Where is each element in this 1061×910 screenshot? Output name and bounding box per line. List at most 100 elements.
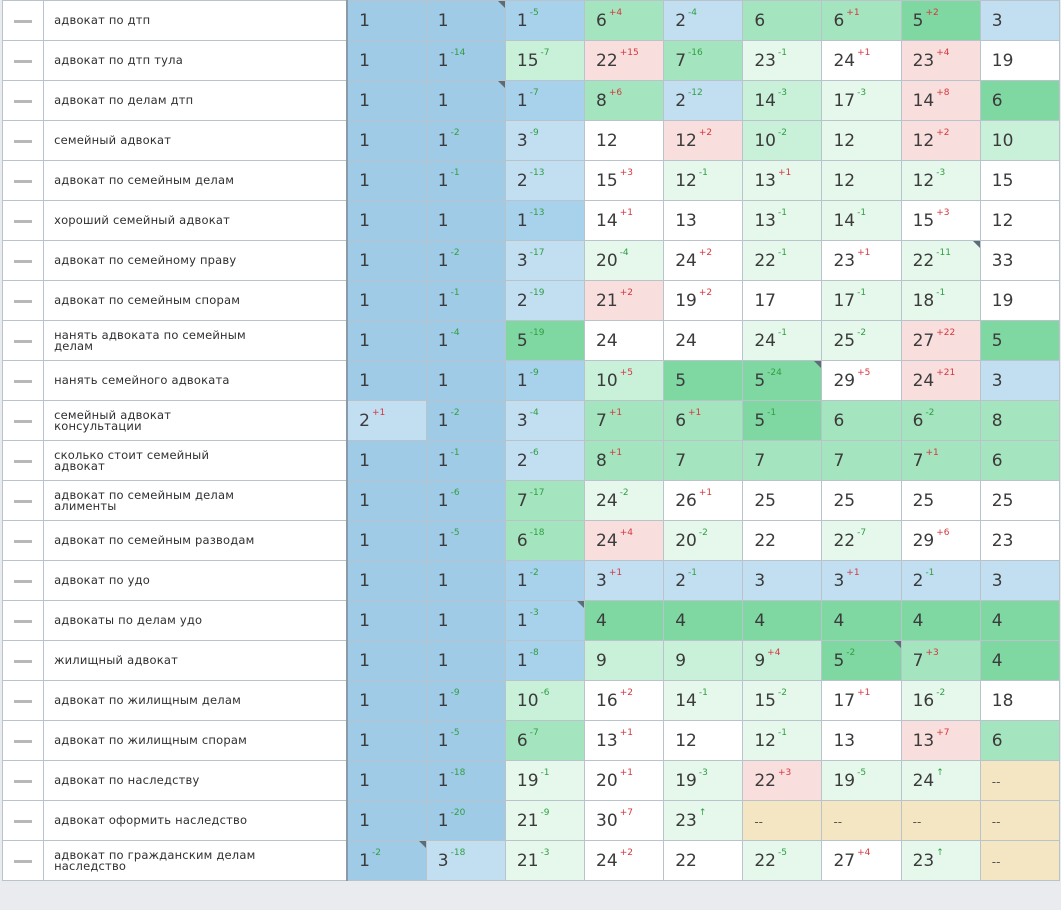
position-cell: 22 (742, 520, 823, 561)
position-change: +1 (688, 407, 702, 418)
position-change: +1 (371, 407, 386, 418)
position-cell: 3 -18 (425, 840, 506, 881)
row-handle[interactable] (1, 360, 45, 401)
position-change: -3 (777, 87, 787, 98)
position-value: 3 (754, 570, 766, 591)
table-row: адвокат по семейным делам 1 1 -1 2 -13 15 +3 12-… (1, 160, 1061, 201)
keyword-cell: адвокат оформить наследство (43, 800, 349, 841)
position-change: +1 (619, 207, 633, 218)
dash-icon (14, 500, 33, 503)
position-cell: 1 -4 (425, 320, 506, 361)
position-cell: 5 -1 (742, 400, 823, 441)
position-value: 3 (437, 850, 449, 871)
position-change: +1 (619, 767, 633, 778)
dash-icon (14, 780, 33, 783)
position-cell: 7 +1 (584, 400, 665, 441)
position-value: 10 (754, 130, 776, 151)
position-cell: 1 (346, 680, 427, 721)
position-cell: 2 -6 (504, 440, 586, 481)
position-change: -9 (540, 807, 550, 818)
position-value: 4 (912, 610, 924, 631)
position-value: 7 (596, 410, 607, 431)
position-cell: 1 (346, 360, 427, 401)
row-handle[interactable] (1, 40, 45, 81)
position-change: +5 (857, 367, 871, 378)
row-handle[interactable] (1, 720, 45, 761)
row-handle[interactable] (1, 280, 45, 321)
table-row: адвокат по семейным разводам 1 1 -5 6 -18 24 +4… (1, 520, 1061, 561)
dash-icon (14, 460, 33, 463)
table-row: адвокат по семейному праву 1 1 -2 3 -17 20 -4 24… (1, 240, 1061, 281)
row-handle[interactable] (1, 640, 45, 681)
position-value: 22 (754, 850, 776, 871)
position-value: 2 (516, 450, 528, 471)
position-value: 4 (754, 610, 766, 631)
keyword-cell: семейный адвокат (43, 120, 349, 161)
row-handle[interactable] (1, 840, 45, 881)
position-cell: 1 (425, 80, 506, 121)
keyword-cell: адвокат по гражданским делам наследство (43, 840, 349, 881)
position-change: -18 (450, 847, 466, 858)
position-cell: 15 (979, 160, 1061, 201)
position-change: +3 (936, 207, 950, 218)
row-handle[interactable] (1, 760, 45, 801)
position-cell: 24 -1 (742, 320, 823, 361)
position-cell: 1 -2 (346, 840, 427, 881)
position-value: 14 (912, 90, 935, 111)
dash-icon (14, 20, 33, 23)
position-value: 24 (833, 50, 856, 71)
position-cell: 14 -1 (663, 680, 744, 721)
row-handle[interactable] (1, 0, 45, 41)
row-handle[interactable] (1, 520, 45, 561)
position-cell: 23 (979, 520, 1061, 561)
table-row: адвокат по жилищным спорам 1 1 -5 6 -7 13 +1 12 1… (1, 720, 1061, 761)
position-value: 27 (912, 330, 935, 351)
row-handle[interactable] (1, 240, 45, 281)
position-value: 4 (991, 650, 1003, 671)
position-value: -- (754, 814, 763, 829)
position-value: 13 (912, 730, 935, 751)
row-handle[interactable] (1, 200, 45, 241)
row-handle[interactable] (1, 160, 45, 201)
position-value: 6 (991, 450, 1003, 471)
position-change: -6 (450, 487, 460, 498)
position-value: -- (991, 774, 1001, 789)
position-value: 1 (437, 450, 449, 471)
position-cell: 26 +1 (663, 480, 744, 521)
row-handle[interactable] (1, 480, 45, 521)
position-value: 12 (675, 130, 697, 151)
position-value: 12 (596, 130, 618, 151)
position-cell: 1 (346, 640, 427, 681)
position-value: 5 (516, 330, 528, 351)
position-cell: 21 -3 (504, 840, 586, 881)
row-handle[interactable] (1, 120, 45, 161)
position-cell: 24 ↑ (900, 760, 981, 801)
position-change: -16 (688, 47, 703, 58)
keyword-cell: адвокат по дтп тула (43, 40, 349, 81)
position-cell: 6 (821, 400, 902, 441)
position-value: 18 (912, 290, 935, 311)
keyword-cell: адвокат по семейным делам (43, 160, 349, 201)
position-value: 23 (833, 250, 856, 271)
row-handle[interactable] (1, 560, 45, 601)
row-handle[interactable] (1, 400, 45, 441)
row-handle[interactable] (1, 80, 45, 121)
row-handle[interactable] (1, 680, 45, 721)
position-change: +8 (936, 87, 950, 98)
position-cell: 13 (821, 720, 902, 761)
row-handle[interactable] (1, 320, 45, 361)
table-row: адвокат по семейным делам алименты 1 1 -6 7-… (1, 480, 1061, 521)
position-value: 12 (991, 210, 1014, 231)
position-cell: -- (742, 800, 823, 841)
row-handle[interactable] (1, 600, 45, 641)
position-cell: 18 -1 (900, 280, 981, 321)
position-change: -7 (529, 727, 539, 738)
position-cell: 3 +1 (584, 560, 665, 601)
row-handle[interactable] (1, 440, 45, 481)
position-value: 1 (437, 490, 449, 511)
position-change: +1 (846, 7, 860, 18)
position-change: -5 (777, 847, 787, 858)
position-cell: 19 -1 (504, 760, 586, 801)
position-value: 1 (359, 850, 370, 871)
row-handle[interactable] (1, 800, 45, 841)
